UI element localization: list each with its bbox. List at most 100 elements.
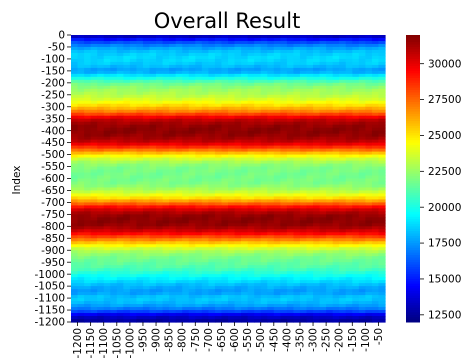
heatmap-cell xyxy=(306,202,314,207)
heatmap-cell xyxy=(241,79,249,84)
heatmap-cell xyxy=(319,178,327,183)
heatmap-cell xyxy=(123,298,131,302)
heatmap-cell xyxy=(247,178,255,183)
heatmap-cell xyxy=(339,118,347,123)
heatmap-cell xyxy=(103,67,111,72)
heatmap-cell xyxy=(116,142,124,147)
heatmap-cell xyxy=(228,280,236,284)
heatmap-cell xyxy=(77,202,85,207)
heatmap-cell xyxy=(234,88,242,93)
heatmap-cell xyxy=(332,184,340,189)
heatmap-cell xyxy=(378,118,386,123)
heatmap-cell xyxy=(293,292,301,296)
heatmap-cell xyxy=(371,73,380,78)
colorbar-segment xyxy=(406,266,420,270)
heatmap-cell xyxy=(97,226,105,230)
heatmap-cell xyxy=(358,208,366,212)
heatmap-cell xyxy=(326,109,334,114)
heatmap-cell xyxy=(90,295,98,299)
heatmap-cell xyxy=(345,97,353,102)
heatmap-cell xyxy=(195,133,203,138)
heatmap-cell xyxy=(195,157,203,162)
heatmap-cell xyxy=(234,151,242,156)
heatmap-cell xyxy=(175,142,183,147)
heatmap-cell xyxy=(214,35,223,39)
heatmap-cell xyxy=(247,286,255,290)
heatmap-cell xyxy=(169,172,177,177)
heatmap-cell xyxy=(103,79,111,84)
heatmap-cell xyxy=(182,241,190,245)
heatmap-cell xyxy=(175,184,183,189)
heatmap-cell xyxy=(149,67,157,72)
heatmap-cell xyxy=(90,202,98,207)
heatmap-cell xyxy=(332,319,340,323)
heatmap-cell xyxy=(306,253,314,257)
heatmap-cell xyxy=(339,310,347,314)
heatmap-cell xyxy=(71,127,79,132)
heatmap-cell xyxy=(339,286,347,290)
heatmap-cell xyxy=(345,250,353,254)
heatmap-cell xyxy=(326,259,334,263)
heatmap-cell xyxy=(221,199,229,204)
colorbar-segment xyxy=(406,51,420,55)
heatmap-cell xyxy=(169,250,177,254)
heatmap-cell xyxy=(299,298,308,302)
heatmap-cell xyxy=(156,121,164,126)
heatmap-cell xyxy=(254,235,262,239)
heatmap-cell xyxy=(273,214,281,218)
heatmap-cell xyxy=(195,268,203,272)
heatmap-cell xyxy=(332,274,340,278)
heatmap-cell xyxy=(175,64,183,69)
heatmap-cell xyxy=(234,223,242,227)
heatmap-cell xyxy=(358,283,366,287)
heatmap-cell xyxy=(326,202,334,207)
heatmap-cell xyxy=(182,217,190,221)
heatmap-cell xyxy=(332,133,340,138)
heatmap-cell xyxy=(149,112,157,117)
heatmap-cell xyxy=(319,79,327,84)
heatmap-cell xyxy=(116,289,124,293)
heatmap-cell xyxy=(352,55,360,60)
heatmap-cell xyxy=(116,205,124,209)
heatmap-cell xyxy=(378,298,386,302)
x-tick-label: -1050 xyxy=(111,328,123,359)
heatmap-cell xyxy=(142,241,151,245)
heatmap-cell xyxy=(378,64,386,69)
heatmap-cell xyxy=(280,55,288,60)
heatmap-cell xyxy=(234,250,242,254)
heatmap-cell xyxy=(169,277,177,281)
heatmap-cell xyxy=(286,280,295,284)
heatmap-cell xyxy=(378,241,386,245)
heatmap-cell xyxy=(299,262,308,266)
heatmap-cell xyxy=(175,256,183,260)
heatmap-cell xyxy=(169,115,177,120)
heatmap-cell xyxy=(352,103,360,108)
heatmap-cell xyxy=(286,91,295,96)
heatmap-cell xyxy=(306,277,314,281)
heatmap-cell xyxy=(175,187,183,192)
heatmap-cell xyxy=(221,46,229,51)
heatmap-cell xyxy=(169,70,177,75)
heatmap-cell xyxy=(273,67,281,72)
colorbar-segment xyxy=(406,228,420,232)
heatmap-cell xyxy=(182,319,190,323)
heatmap-cell xyxy=(326,76,334,81)
heatmap-cell xyxy=(97,43,105,48)
heatmap-cell xyxy=(208,115,216,120)
heatmap-cell xyxy=(280,106,288,111)
colorbar-segment xyxy=(406,231,420,235)
heatmap-cell xyxy=(332,229,340,233)
heatmap-cell xyxy=(326,133,334,138)
heatmap-cell xyxy=(228,211,236,215)
heatmap-cell xyxy=(116,298,124,302)
heatmap-cell xyxy=(162,304,170,308)
heatmap-cell xyxy=(123,61,131,66)
heatmap-cell xyxy=(234,166,242,171)
heatmap-cell xyxy=(313,97,321,102)
heatmap-cell xyxy=(169,145,177,150)
heatmap-cell xyxy=(123,256,131,260)
heatmap-cell xyxy=(221,109,229,114)
heatmap-cell xyxy=(214,157,223,162)
heatmap-cell xyxy=(84,175,92,180)
heatmap-cell xyxy=(221,115,229,120)
